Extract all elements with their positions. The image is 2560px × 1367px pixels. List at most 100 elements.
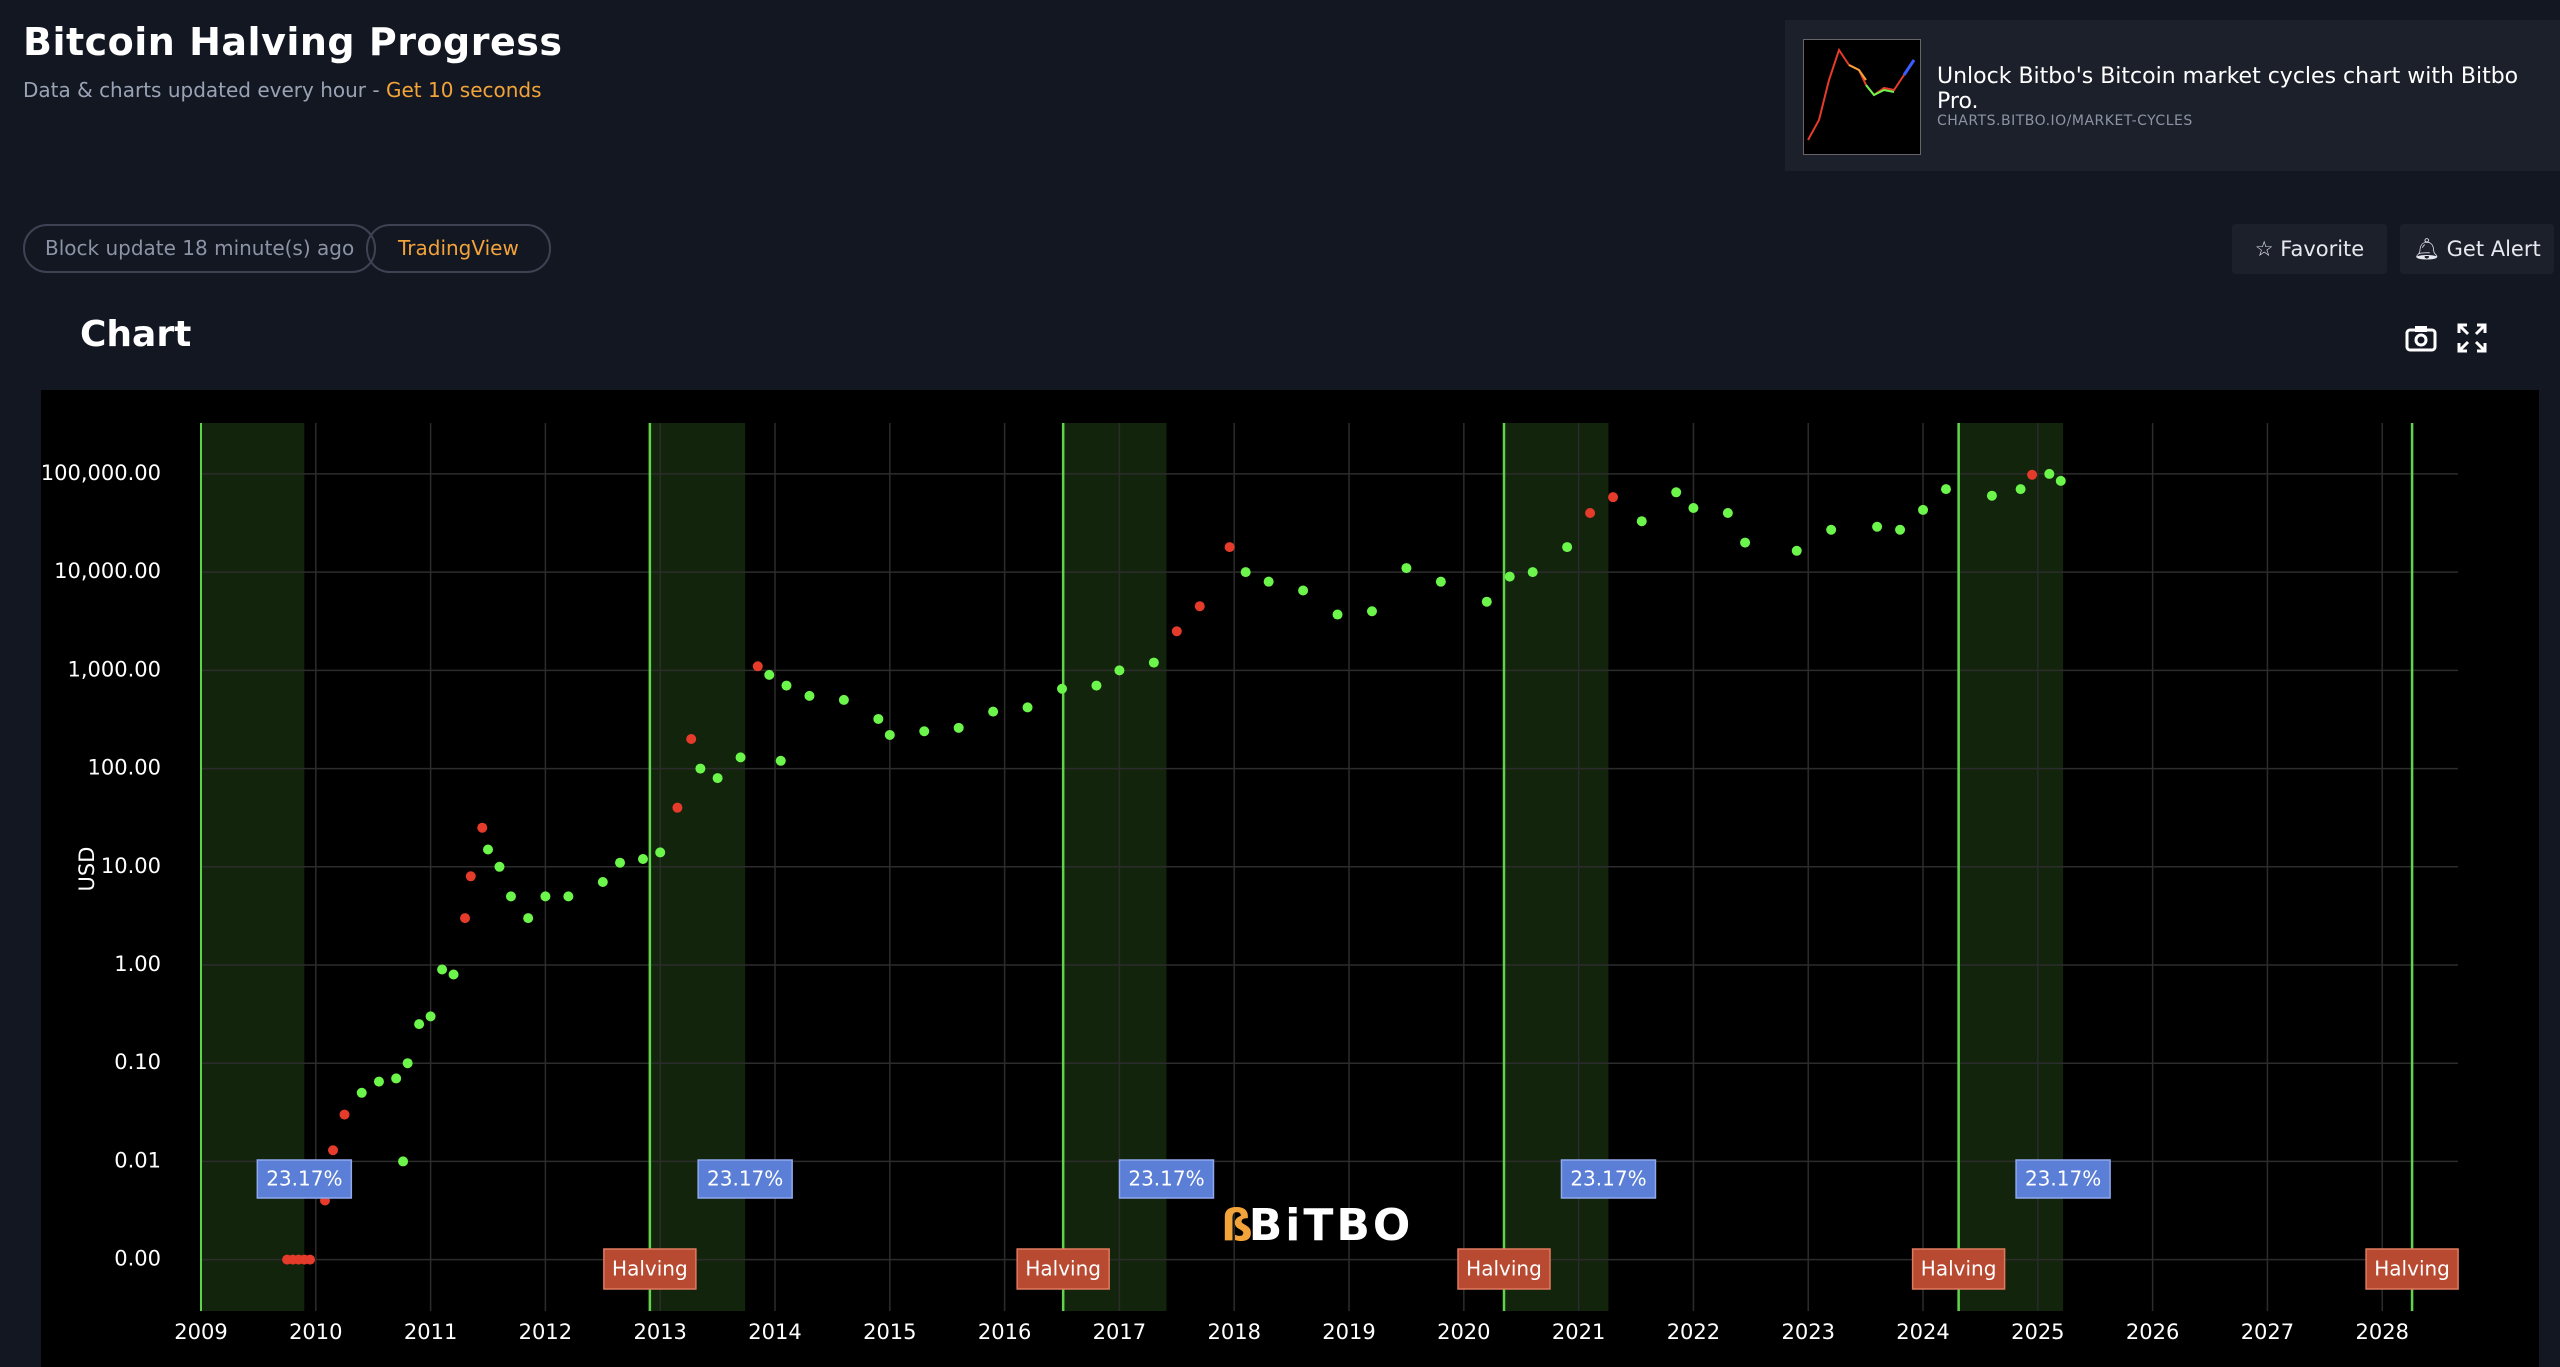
- halving-badge: [603, 1248, 697, 1290]
- price-point: [735, 752, 746, 763]
- x-tick-label: 2023: [1781, 1320, 1834, 1344]
- y-tick-label: 0.10: [114, 1050, 161, 1074]
- price-point: [1688, 502, 1699, 513]
- x-tick-label: 2020: [1437, 1320, 1490, 1344]
- promo-text: Unlock Bitbo's Bitcoin market cycles cha…: [1937, 64, 2519, 114]
- camera-icon[interactable]: [2404, 322, 2438, 354]
- favorite-label: Favorite: [2280, 237, 2365, 261]
- price-point: [1114, 665, 1125, 676]
- x-tick-label: 2010: [289, 1320, 342, 1344]
- price-point: [1481, 596, 1492, 607]
- tradingview-button[interactable]: TradingView: [366, 224, 551, 273]
- price-point: [494, 861, 505, 872]
- price-point: [953, 722, 964, 733]
- price-point: [1057, 683, 1068, 694]
- watermark-logo: ß: [1221, 1200, 1253, 1251]
- x-tick-label: 2011: [404, 1320, 457, 1344]
- y-tick-label: 0.01: [114, 1148, 161, 1172]
- price-point: [1940, 484, 1951, 495]
- price-point: [1224, 542, 1235, 553]
- promo-card[interactable]: Unlock Bitbo's Bitcoin market cycles cha…: [1785, 20, 2560, 171]
- cycle-badge: [1560, 1159, 1657, 1199]
- price-point: [2044, 468, 2055, 479]
- x-tick-label: 2014: [748, 1320, 801, 1344]
- x-tick-label: 2022: [1667, 1320, 1720, 1344]
- price-point: [448, 969, 459, 980]
- y-tick-label: 100.00: [88, 756, 161, 780]
- price-point: [597, 876, 608, 887]
- price-point: [1722, 508, 1733, 519]
- price-point: [465, 871, 476, 882]
- price-point: [988, 706, 999, 717]
- cycle-badge-label: 23.17%: [707, 1167, 783, 1191]
- price-point: [425, 1011, 436, 1022]
- section-title: Chart: [80, 314, 192, 355]
- halving-badge: [1457, 1248, 1551, 1290]
- cycle-badge: [256, 1159, 353, 1199]
- price-point: [1791, 545, 1802, 556]
- price-point: [1562, 542, 1573, 553]
- price-point: [1527, 567, 1538, 578]
- thumbnail-art: [1807, 47, 1916, 141]
- price-point: [1504, 571, 1515, 582]
- price-point: [838, 694, 849, 705]
- page-title: Bitcoin Halving Progress: [23, 20, 563, 64]
- y-tick-label: 10,000.00: [54, 559, 161, 583]
- price-point: [1298, 585, 1309, 596]
- price-point: [1194, 601, 1205, 612]
- price-point: [328, 1145, 339, 1156]
- price-point: [563, 891, 574, 902]
- price-point: [2027, 469, 2038, 480]
- price-point: [804, 690, 815, 701]
- x-tick-label: 2009: [174, 1320, 227, 1344]
- price-point: [2015, 484, 2026, 495]
- y-tick-label: 100,000.00: [41, 461, 161, 485]
- price-point: [672, 802, 683, 813]
- price-point: [477, 822, 488, 833]
- halving-badge: [1911, 1248, 2006, 1290]
- halving-badge: [2365, 1248, 2459, 1290]
- x-tick-label: 2012: [519, 1320, 572, 1344]
- cycle-badge-label: 23.17%: [1570, 1167, 1646, 1191]
- x-tick-label: 2013: [633, 1320, 686, 1344]
- price-point: [873, 713, 884, 724]
- price-point: [414, 1019, 425, 1030]
- cycle-badge: [1118, 1159, 1215, 1199]
- promo-url: CHARTS.BITBO.IO/MARKET-CYCLES: [1937, 113, 2193, 129]
- price-point: [460, 913, 471, 924]
- price-point: [1826, 524, 1837, 535]
- x-tick-label: 2025: [2011, 1320, 2064, 1344]
- price-point: [1263, 576, 1274, 587]
- halving-badge-label: Halving: [1466, 1257, 1542, 1281]
- price-point: [373, 1076, 384, 1087]
- price-point: [1740, 537, 1751, 548]
- cycle-badge-label: 23.17%: [1128, 1167, 1204, 1191]
- x-tick-label: 2027: [2241, 1320, 2294, 1344]
- favorite-button[interactable]: ☆ Favorite: [2232, 224, 2387, 274]
- price-point: [1608, 492, 1619, 503]
- y-tick-label: 0.00: [114, 1247, 161, 1271]
- price-point: [305, 1254, 316, 1265]
- price-point: [1636, 516, 1647, 527]
- price-point: [637, 854, 648, 865]
- price-point: [1872, 521, 1883, 532]
- price-point: [1171, 626, 1182, 637]
- alert-label: Get Alert: [2446, 237, 2541, 261]
- price-point: [540, 891, 551, 902]
- price-point: [1022, 702, 1033, 713]
- price-point: [483, 844, 494, 855]
- price-point: [1366, 606, 1377, 617]
- price-point: [402, 1058, 413, 1069]
- x-tick-label: 2016: [978, 1320, 1031, 1344]
- price-point: [1148, 657, 1159, 668]
- subtitle-link[interactable]: Get 10 seconds: [385, 78, 542, 102]
- alert-button[interactable]: 🔔︎ Get Alert: [2400, 224, 2554, 274]
- price-point: [398, 1156, 409, 1167]
- price-point: [764, 669, 775, 680]
- price-point: [505, 891, 516, 902]
- price-point: [1332, 609, 1343, 620]
- price-point: [1091, 680, 1102, 691]
- price-point: [686, 734, 697, 745]
- fullscreen-icon[interactable]: [2456, 322, 2488, 354]
